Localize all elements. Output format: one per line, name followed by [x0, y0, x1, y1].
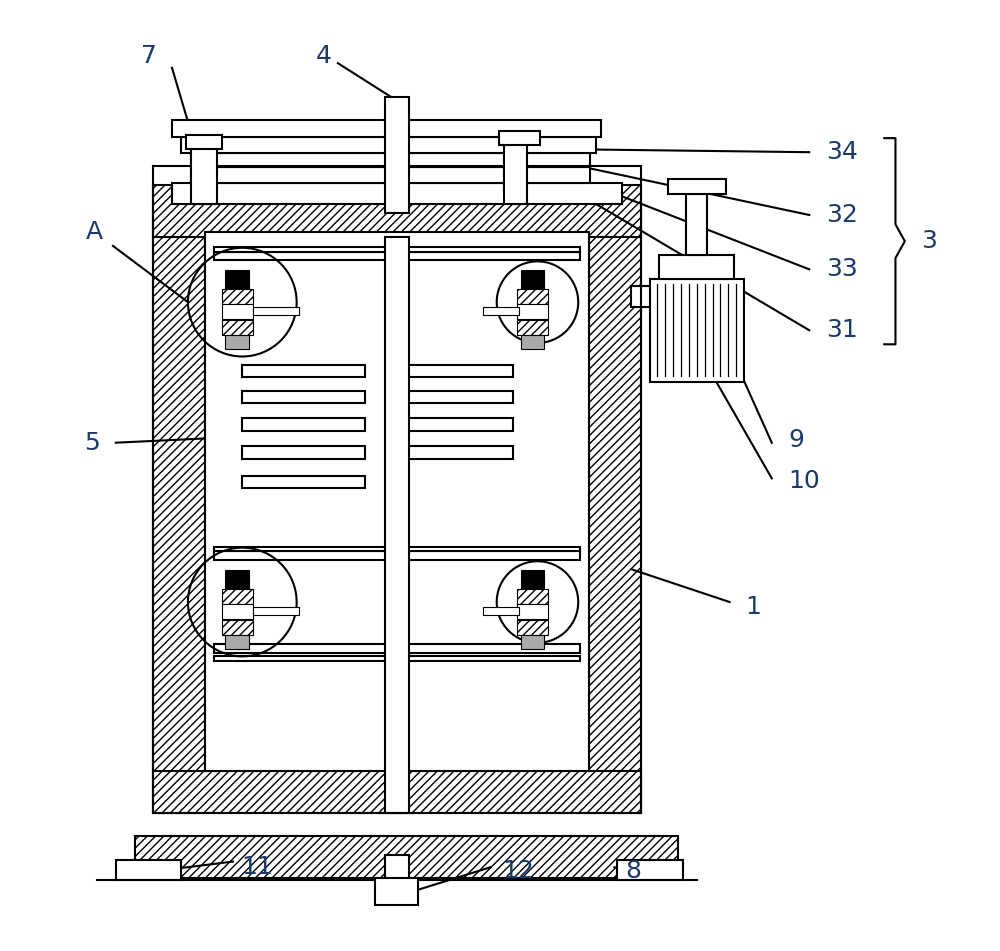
Bar — [517, 304, 548, 319]
Bar — [186, 135, 222, 149]
Bar — [517, 289, 548, 304]
Bar — [181, 137, 596, 153]
Bar — [253, 307, 299, 315]
Bar — [225, 635, 249, 649]
Bar — [521, 635, 544, 649]
Text: 10: 10 — [789, 469, 820, 494]
Text: 33: 33 — [826, 258, 858, 281]
Bar — [222, 304, 253, 319]
Bar — [222, 320, 253, 335]
Bar — [191, 147, 217, 204]
Bar — [589, 208, 641, 813]
Bar — [172, 121, 601, 137]
Bar — [214, 644, 580, 652]
Bar — [222, 620, 253, 635]
Bar — [617, 860, 683, 881]
Bar — [222, 589, 253, 604]
Bar — [521, 571, 544, 591]
Bar — [517, 320, 548, 335]
Bar — [135, 836, 678, 879]
Text: 11: 11 — [241, 855, 273, 880]
Bar — [153, 208, 205, 813]
Bar — [517, 604, 548, 619]
Bar — [153, 185, 641, 237]
Bar — [253, 607, 299, 615]
Bar — [153, 770, 641, 813]
Bar — [385, 237, 409, 813]
Bar — [205, 232, 589, 770]
Bar — [686, 194, 707, 255]
Bar — [225, 270, 249, 291]
Text: 7: 7 — [141, 44, 157, 68]
Bar — [483, 307, 519, 315]
Bar — [242, 365, 365, 378]
Bar — [408, 365, 513, 378]
Bar — [225, 335, 249, 349]
Text: 8: 8 — [626, 859, 642, 883]
Bar — [214, 247, 580, 251]
Bar — [408, 446, 513, 458]
Bar — [242, 391, 365, 403]
Bar — [408, 391, 513, 403]
Bar — [242, 476, 365, 488]
Bar — [650, 279, 744, 381]
Bar — [659, 255, 734, 279]
Text: 3: 3 — [921, 229, 937, 253]
Bar — [214, 656, 580, 661]
Bar — [521, 335, 544, 349]
Text: 31: 31 — [826, 319, 858, 342]
Bar — [504, 143, 527, 204]
Bar — [242, 446, 365, 458]
Bar — [385, 97, 409, 213]
Bar — [521, 270, 544, 291]
Bar — [153, 166, 641, 813]
Text: 34: 34 — [826, 140, 858, 165]
Text: 4: 4 — [316, 44, 332, 68]
Text: A: A — [86, 220, 103, 243]
Bar — [375, 879, 418, 904]
Bar — [408, 418, 513, 431]
Bar — [116, 860, 181, 881]
Bar — [225, 571, 249, 591]
Bar — [517, 589, 548, 604]
Bar — [499, 130, 540, 145]
Text: 5: 5 — [84, 431, 100, 455]
Bar — [668, 180, 726, 194]
Bar — [242, 418, 365, 431]
Text: 12: 12 — [502, 859, 534, 883]
Bar — [222, 604, 253, 619]
Bar — [222, 289, 253, 304]
Bar — [214, 552, 580, 560]
Bar — [214, 251, 580, 260]
Text: 1: 1 — [746, 594, 761, 619]
Bar — [214, 547, 580, 552]
Bar — [385, 855, 409, 902]
Bar — [483, 607, 519, 615]
Text: 32: 32 — [826, 203, 858, 227]
Bar — [191, 153, 590, 167]
Bar — [172, 184, 622, 204]
Bar — [631, 286, 711, 307]
Bar — [191, 167, 590, 184]
Text: 9: 9 — [789, 428, 805, 452]
Bar — [517, 620, 548, 635]
